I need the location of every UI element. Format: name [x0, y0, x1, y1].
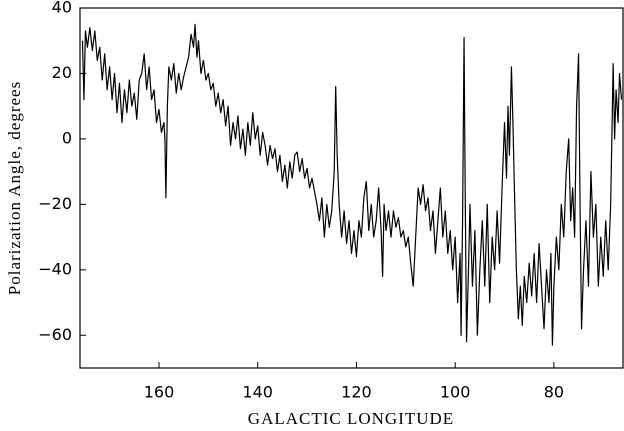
- y-tick-label: −40: [38, 259, 72, 278]
- data-line: [81, 23, 623, 346]
- x-tick-label: 80: [544, 383, 564, 402]
- x-tick-label: 100: [440, 383, 471, 402]
- x-tick-label: 140: [242, 383, 273, 402]
- plot-frame: [79, 7, 624, 369]
- x-tick-label: 160: [144, 383, 175, 402]
- x-axis-label: GALACTIC LONGITUDE: [248, 409, 454, 428]
- y-tick-label: −60: [38, 325, 72, 344]
- y-tick-label: 40: [52, 0, 72, 17]
- y-axis-label: Polarization Angle, degrees: [5, 81, 24, 295]
- y-tick-label: 0: [62, 128, 72, 147]
- y-tick-label: 20: [52, 63, 72, 82]
- x-tick-label: 120: [341, 383, 372, 402]
- y-tick-label: −20: [38, 194, 72, 213]
